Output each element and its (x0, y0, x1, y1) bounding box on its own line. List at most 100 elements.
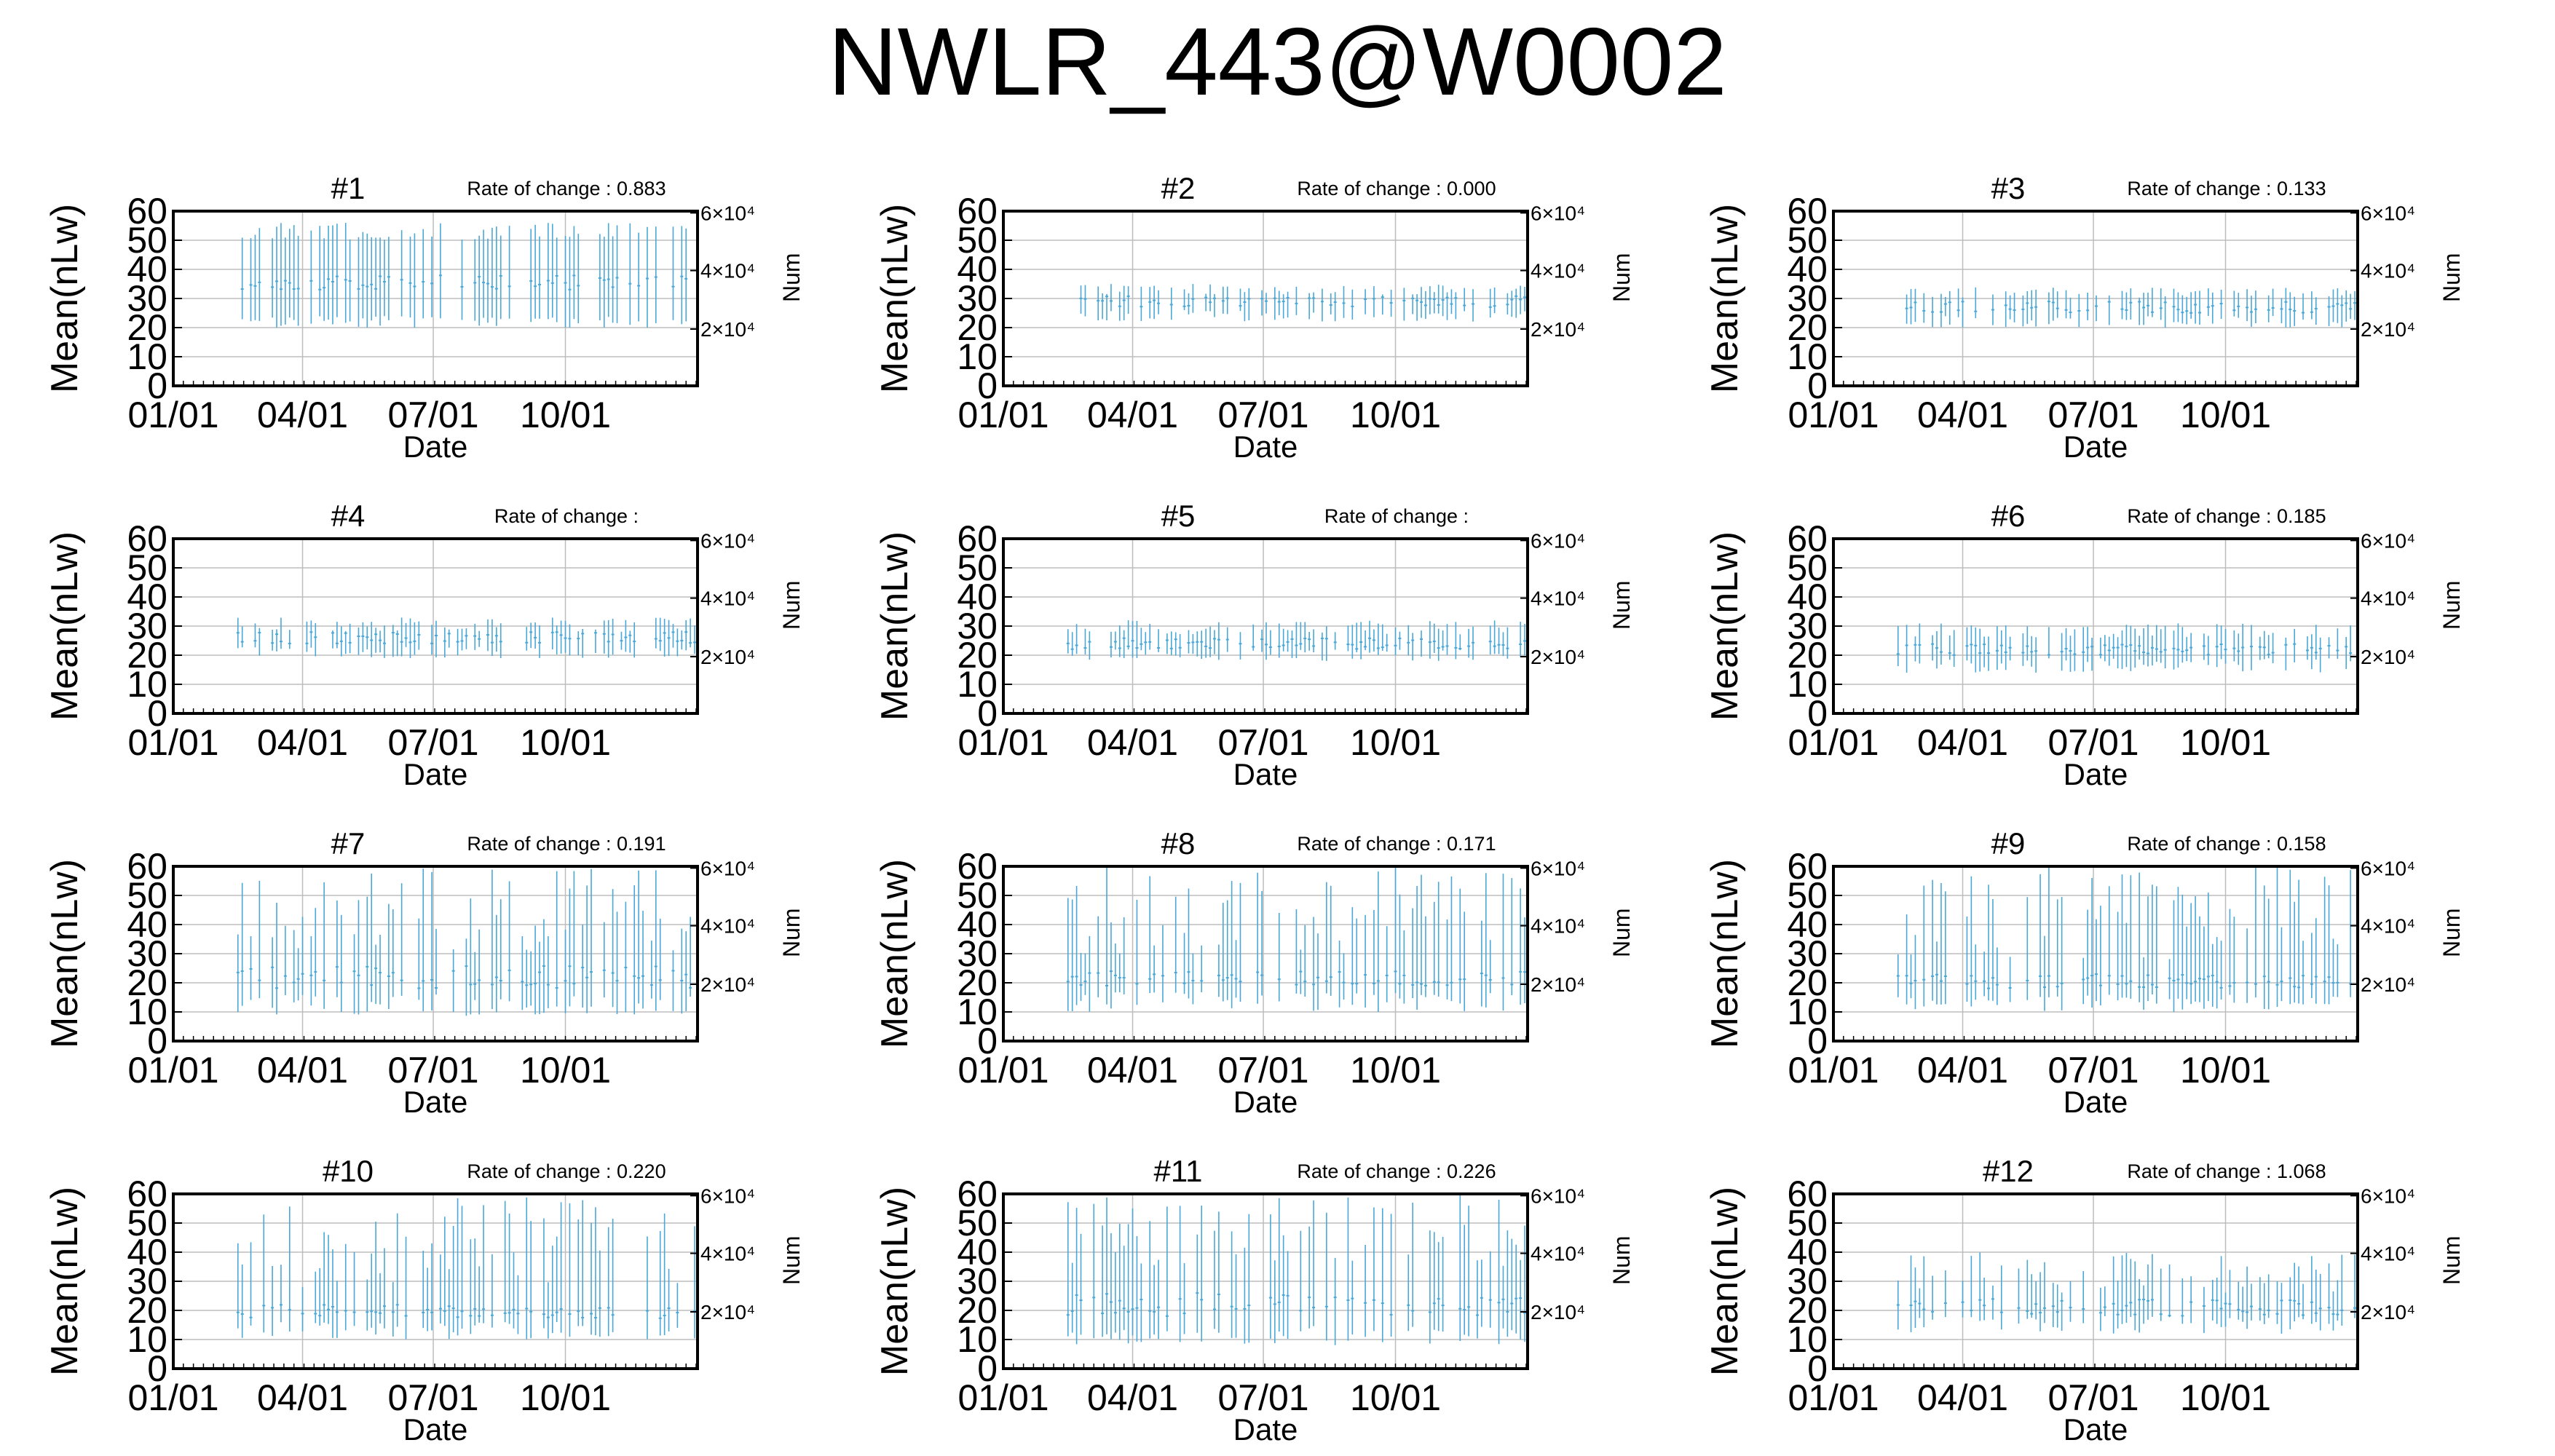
x-axis-label: Date (403, 1412, 468, 1447)
rate-of-change-label: Rate of change : 0.883 (467, 178, 666, 199)
y-tick-label: 10 (1787, 664, 1828, 705)
y-tick-label: 0 (1807, 1021, 1828, 1061)
y-tick-label: 0 (1807, 365, 1828, 406)
x-tick-label: 04/01 (1087, 1377, 1178, 1418)
y-tick-label: 60 (957, 846, 998, 887)
rate-of-change-label: Rate of change : 0.220 (467, 1160, 666, 1182)
y-tick-label: 60 (957, 1174, 998, 1214)
y2-axis-label: Num (1608, 253, 1635, 302)
y-tick-label: 50 (957, 875, 998, 916)
y2-tick-label: 2×10⁴ (700, 973, 755, 996)
y2-tick-label: 2×10⁴ (1531, 318, 1585, 341)
x-tick-label: 01/01 (957, 722, 1049, 763)
x-axis-label: Date (2064, 430, 2128, 464)
y-axis-label: Mean(nLw) (44, 1187, 86, 1376)
x-tick-label: 01/01 (127, 1377, 218, 1418)
y2-tick-label: 2×10⁴ (700, 646, 755, 668)
y-tick-label: 30 (957, 278, 998, 319)
y-tick-label: 40 (127, 1232, 167, 1273)
y2-tick-label: 2×10⁴ (2361, 318, 2415, 341)
y-axis-label: Mean(nLw) (1704, 859, 1746, 1048)
y2-axis-label: Num (1608, 1235, 1635, 1285)
y-tick-label: 60 (127, 846, 167, 887)
x-tick-label: 10/01 (1350, 1050, 1441, 1091)
y-tick-label: 0 (147, 1348, 167, 1389)
x-axis-label: Date (1233, 1085, 1298, 1119)
y-tick-label: 60 (957, 191, 998, 232)
y-tick-label: 20 (957, 1290, 998, 1331)
y-tick-label: 20 (1787, 635, 1828, 676)
y-axis-label: Mean(nLw) (1704, 204, 1746, 393)
y-tick-label: 20 (127, 1290, 167, 1331)
y-tick-label: 10 (957, 1319, 998, 1360)
y-tick-label: 20 (957, 635, 998, 676)
panel-title: #7 (331, 826, 366, 860)
y-tick-label: 10 (1787, 1319, 1828, 1360)
y-tick-label: 0 (147, 365, 167, 406)
y-tick-label: 0 (977, 693, 998, 734)
panel-title: #6 (1991, 499, 2026, 533)
y-tick-label: 30 (127, 606, 167, 646)
rate-of-change-label: Rate of change : (494, 505, 639, 527)
y2-tick-label: 2×10⁴ (1531, 646, 1585, 668)
panel-title: #11 (1154, 1154, 1203, 1188)
panel-title: #12 (1983, 1154, 2034, 1188)
x-tick-label: 07/01 (1217, 722, 1308, 763)
y2-tick-label: 6×10⁴ (700, 857, 755, 879)
rate-of-change-label: Rate of change : 0.226 (1297, 1160, 1496, 1182)
x-tick-label: 07/01 (1217, 1377, 1308, 1418)
x-tick-label: 04/01 (1087, 395, 1178, 435)
x-tick-label: 07/01 (1217, 395, 1308, 435)
y2-tick-label: 6×10⁴ (700, 529, 755, 552)
x-tick-label: 10/01 (2180, 722, 2271, 763)
y2-tick-label: 2×10⁴ (1531, 1301, 1585, 1324)
y2-axis-label: Num (1608, 580, 1635, 630)
rate-of-change-label: Rate of change : 0.158 (2127, 833, 2326, 855)
y-tick-label: 60 (957, 518, 998, 559)
y-tick-label: 0 (1807, 693, 1828, 734)
y2-tick-label: 6×10⁴ (1531, 857, 1585, 879)
panel-title: #3 (1991, 171, 2026, 205)
y-tick-label: 30 (1787, 606, 1828, 646)
y-tick-label: 20 (127, 962, 167, 1003)
x-tick-label: 07/01 (387, 1377, 478, 1418)
x-tick-label: 07/01 (2047, 722, 2139, 763)
x-axis-label: Date (2064, 757, 2128, 791)
x-tick-label: 04/01 (1917, 1377, 2008, 1418)
y-tick-label: 0 (977, 365, 998, 406)
y2-tick-label: 2×10⁴ (2361, 973, 2415, 996)
x-axis-label: Date (1233, 430, 1298, 464)
x-axis-label: Date (1233, 1412, 1298, 1447)
y-axis-label: Mean(nLw) (874, 204, 916, 393)
x-tick-label: 01/01 (127, 395, 218, 435)
x-tick-label: 01/01 (127, 1050, 218, 1091)
y-axis-label: Mean(nLw) (1704, 531, 1746, 721)
y-tick-label: 40 (957, 577, 998, 617)
y-tick-label: 40 (127, 577, 167, 617)
y2-tick-label: 6×10⁴ (2361, 1184, 2415, 1207)
x-tick-label: 04/01 (257, 722, 348, 763)
y2-tick-label: 4×10⁴ (1531, 915, 1585, 938)
y-tick-label: 60 (127, 1174, 167, 1214)
y-axis-label: Mean(nLw) (874, 531, 916, 721)
y-tick-label: 0 (977, 1021, 998, 1061)
y2-tick-label: 6×10⁴ (1531, 529, 1585, 552)
x-tick-label: 04/01 (1917, 1050, 2008, 1091)
x-tick-label: 10/01 (520, 395, 611, 435)
y-tick-label: 60 (1787, 846, 1828, 887)
y-axis-label: Mean(nLw) (44, 859, 86, 1048)
x-tick-label: 10/01 (520, 722, 611, 763)
y2-tick-label: 4×10⁴ (2361, 915, 2415, 938)
x-tick-label: 07/01 (2047, 1377, 2139, 1418)
y-tick-label: 10 (127, 1319, 167, 1360)
x-axis-label: Date (2064, 1085, 2128, 1119)
y-tick-label: 10 (127, 992, 167, 1032)
x-tick-label: 01/01 (127, 722, 218, 763)
x-tick-label: 07/01 (387, 1050, 478, 1091)
y-tick-label: 20 (957, 307, 998, 348)
y-tick-label: 60 (1787, 191, 1828, 232)
